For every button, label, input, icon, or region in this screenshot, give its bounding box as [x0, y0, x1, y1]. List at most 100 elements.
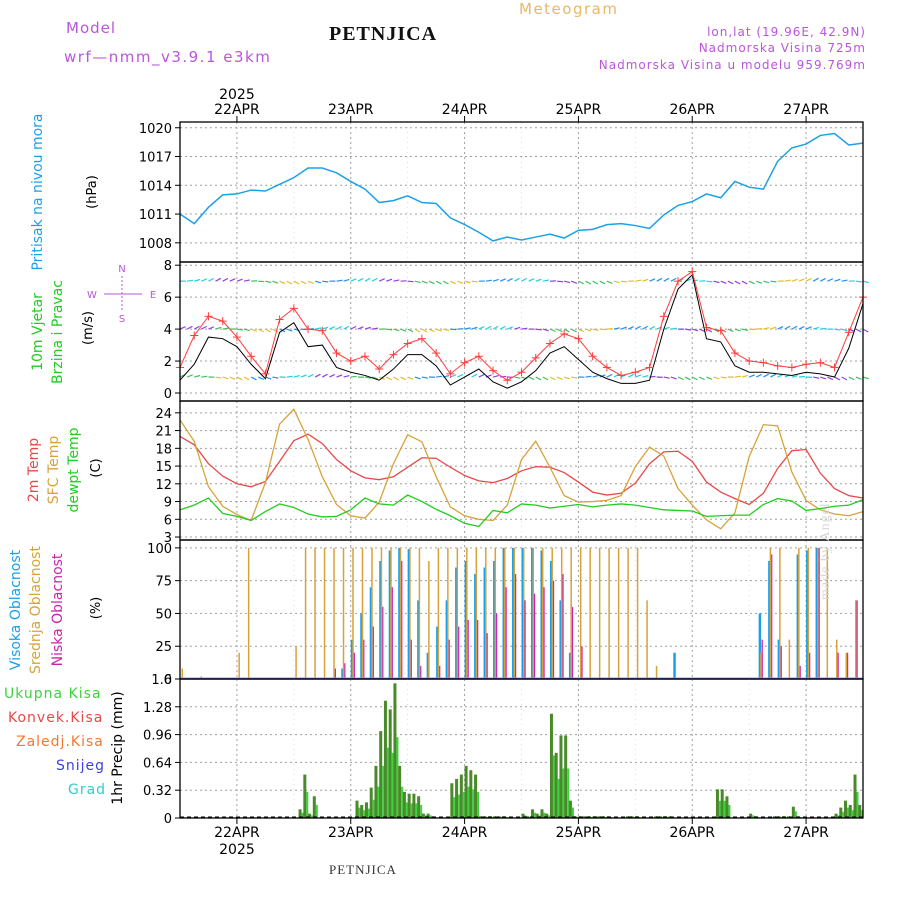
wind-barb [820, 376, 827, 380]
mid-cloud-bar [428, 560, 430, 679]
wind-barb [685, 328, 692, 331]
wind-barb [663, 277, 670, 282]
low-cloud-bar [761, 639, 763, 679]
precip-bar [369, 787, 373, 818]
wind-barb [585, 375, 592, 378]
wind-barb [592, 328, 599, 331]
wind-barb [329, 326, 336, 330]
precip-bar [654, 816, 658, 818]
wind-barb [656, 277, 663, 282]
panel-frame [179, 678, 864, 819]
precip-bar [469, 770, 473, 818]
precip-total-bar [462, 791, 465, 818]
precip-bar [526, 816, 530, 818]
precip-total-bar [405, 802, 408, 818]
legend-strat: Zaledj.Kisa [16, 734, 104, 750]
wind-barb [315, 327, 322, 330]
wind-barb [862, 328, 869, 333]
wind-barb [485, 279, 492, 282]
precip-total-bar [548, 815, 551, 818]
altitude-label: Nadmorska Visina 725m [698, 41, 866, 55]
mid-cloud-bar [779, 547, 781, 679]
y-tick-label: 1011 [139, 208, 172, 223]
precip-bar [379, 731, 383, 818]
wind-barb [542, 376, 549, 381]
wind-barb [257, 328, 264, 333]
wind-barb [293, 374, 300, 378]
wind-barb [222, 376, 229, 380]
precip-total-bar [552, 755, 555, 818]
compass-e: E [150, 290, 156, 301]
y-tick-label: 0 [164, 387, 172, 402]
wind-barb [556, 328, 563, 333]
wind-barb [713, 280, 720, 284]
wind-barb [329, 373, 336, 378]
wind-barb [564, 280, 571, 284]
wind-barb [748, 280, 755, 285]
y-tick-label: 9 [164, 496, 172, 511]
wind-barb [386, 278, 393, 282]
precip-total-bar [453, 797, 456, 818]
wind-barb [741, 328, 749, 331]
wind-barb [727, 328, 734, 333]
wind-barb [727, 280, 734, 285]
mid-cloud-bar [181, 668, 183, 679]
cloud-axis-subtitle: Srednja Oblacnost [28, 546, 44, 674]
low-cloud-bar [344, 663, 346, 679]
bottom-date-label: 27APR [783, 825, 829, 841]
mid-cloud-bar [485, 547, 487, 679]
wind-barb [613, 280, 620, 284]
precip-bar [772, 816, 776, 818]
wind-barb [514, 376, 521, 379]
wind-barb [343, 325, 350, 330]
low-cloud-bar [847, 652, 849, 679]
precip-bar [298, 809, 302, 818]
wind-barb [734, 328, 741, 332]
precip-bar [393, 683, 397, 818]
mid-cloud-bar [304, 547, 307, 679]
wind-barb [407, 280, 414, 283]
y-tick-label: 0.64 [143, 756, 172, 771]
mid-cloud-bar [494, 547, 497, 679]
precip-bar [530, 809, 534, 818]
station-title: PETNJICA [329, 23, 438, 45]
precip-total-bar [467, 786, 470, 818]
wind-barb [521, 327, 528, 330]
wind-barb [386, 328, 393, 331]
wind-barb [706, 280, 713, 283]
precip-bar [450, 783, 454, 818]
wind-barb [350, 325, 357, 330]
wind-barb [741, 374, 748, 378]
precip-total-bar [543, 812, 546, 818]
compass-s: S [119, 314, 125, 325]
low-cloud-bar [391, 587, 393, 679]
wind-barb [336, 279, 343, 282]
wind-barb [820, 327, 827, 330]
wind-barb [450, 374, 457, 378]
panel-pressure [175, 121, 864, 263]
y-tick-label: 6 [164, 291, 172, 306]
precip-bar [308, 813, 312, 818]
panel-cloud [175, 539, 864, 680]
high-cloud-bar [388, 550, 392, 679]
cloud-unit: (%) [89, 597, 104, 620]
low-cloud-bar [505, 587, 507, 679]
wind-axis-title: 10m Vjetar [30, 293, 46, 371]
low-cloud-bar [856, 600, 858, 679]
low-cloud-bar [477, 619, 479, 679]
wind-barb [201, 375, 208, 378]
wind-barb [393, 376, 399, 381]
mid-cloud-bar [523, 547, 525, 679]
precip-bar [568, 800, 572, 818]
compass-w: W [87, 290, 97, 301]
bottom-date-label: 23APR [328, 825, 374, 841]
y-tick-label: 1008 [139, 237, 172, 252]
wind-barb [535, 328, 542, 331]
low-cloud-bar [410, 639, 412, 679]
wind-barb [741, 280, 748, 285]
wind-barb [571, 280, 578, 284]
wind-barb [471, 373, 478, 378]
y-tick-label: 1.6 [151, 673, 172, 688]
precip-bar [374, 765, 378, 818]
wind-barb [848, 376, 855, 381]
